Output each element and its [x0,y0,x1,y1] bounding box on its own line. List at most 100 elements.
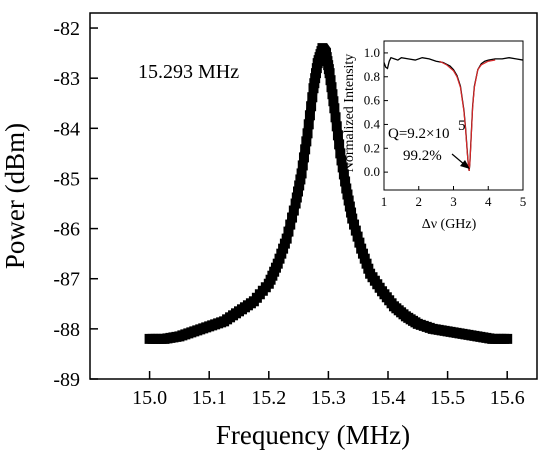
data-marker [340,176,351,187]
data-marker [356,243,367,254]
data-marker [307,92,318,103]
data-marker [342,189,353,200]
main-y-tick-label: -84 [53,118,80,140]
data-marker [344,201,355,212]
data-marker [276,248,287,259]
data-marker [352,231,363,242]
inset-y-tick-label: 0.8 [364,69,380,84]
data-marker [300,144,311,155]
inset-background [382,40,525,190]
data-marker [310,73,321,84]
data-marker [294,180,305,191]
main-y-axis-title: Power (dBm) [0,123,30,269]
inset-x-tick-label: 1 [381,194,388,209]
data-marker [327,89,338,100]
quality-factor-label: Q=9.2×10 [388,126,450,142]
main-x-tick-label: 15.4 [371,387,406,409]
main-y-tick-label: -88 [53,319,80,341]
data-marker [302,128,313,139]
data-marker [297,160,308,171]
data-marker [311,68,322,79]
data-marker [311,63,322,74]
data-marker [338,169,349,180]
main-x-tick-label: 15.5 [430,387,465,409]
data-marker [326,82,337,93]
data-marker [278,243,289,254]
data-marker [341,183,352,194]
data-marker [330,112,341,123]
main-plot-frame [89,12,538,380]
data-marker [324,68,335,79]
quality-factor-exponent: 5 [458,118,466,134]
data-marker [291,192,302,203]
dip-depth-label: 99.2% [403,148,442,164]
inset-ticks: 1 2 3 4 5 0.0 0.2 0.4 0.6 0.8 1.0 [364,45,527,209]
main-y-tick-label: -82 [53,18,80,40]
main-x-tick-label: 15.0 [132,387,167,409]
main-x-tick-label: 15.3 [311,387,346,409]
data-marker [359,253,370,264]
inset-x-axis-title: Δν (GHz) [422,217,477,232]
data-marker [347,213,358,224]
main-x-tick-label: 15.2 [251,387,286,409]
main-y-tick-label: -83 [53,68,80,90]
dip-arrow-head [460,160,470,169]
data-marker [350,225,361,236]
data-marker [363,263,374,274]
data-marker [306,101,317,112]
data-marker [349,219,360,230]
inset-y-tick-label: 0.6 [364,93,381,108]
data-marker [303,119,314,130]
inset-y-tick-label: 0.4 [364,116,381,131]
data-marker [337,162,348,173]
data-marker [329,103,340,114]
data-marker [283,226,294,237]
peak-frequency-label: 15.293 MHz [138,61,239,83]
main-y-tick-label: -85 [53,168,80,190]
data-marker [295,174,306,185]
data-marker [335,148,346,159]
main-x-axis-title: Frequency (MHz) [216,420,410,450]
data-marker [357,248,368,259]
data-marker [304,110,315,121]
data-marker [279,238,290,249]
data-marker [296,168,307,179]
data-marker [301,136,312,147]
main-x-tick-label: 15.1 [192,387,227,409]
data-marker [361,258,372,269]
data-marker [288,205,299,216]
data-marker [331,121,342,132]
inset-y-axis-title: Normalized Intensity [342,54,357,173]
data-marker [502,333,513,344]
main-chart: 15.0 15.1 15.2 15.3 15.4 15.5 15.6 -82 -83 -84 -85… [0,12,538,450]
inset-x-tick-label: 5 [520,194,527,209]
inset-y-tick-label: 1.0 [364,45,380,60]
main-y-tick-label: -86 [53,219,80,241]
inset-y-tick-label: 0.0 [364,164,380,179]
data-marker [328,96,339,107]
inset-x-tick-label: 2 [416,194,423,209]
data-marker [325,75,336,86]
data-marker [285,219,296,230]
data-marker [272,258,283,269]
main-ticks: 15.0 15.1 15.2 15.3 15.4 15.5 15.6 -82 -83 -84 -85… [53,18,524,409]
data-marker [332,130,343,141]
main-y-tick-label: -89 [53,369,80,391]
inset-y-tick-label: 0.2 [364,140,380,155]
main-x-tick-label: 15.6 [490,387,525,409]
data-marker [334,139,345,150]
data-marker [354,237,365,248]
inset-x-tick-label: 3 [450,194,457,209]
data-marker [287,212,298,223]
data-marker [293,186,304,197]
data-marker [346,207,357,218]
data-marker [308,83,319,94]
inset-chart: 1 2 3 4 5 0.0 0.2 0.4 0.6 0.8 1.0 Δν (GHz) Normali… [342,40,526,232]
data-marker [336,155,347,166]
data-marker [281,233,292,244]
data-marker [298,152,309,163]
data-marker [343,195,354,206]
data-marker [274,253,285,264]
main-y-tick-label: -87 [53,269,80,291]
